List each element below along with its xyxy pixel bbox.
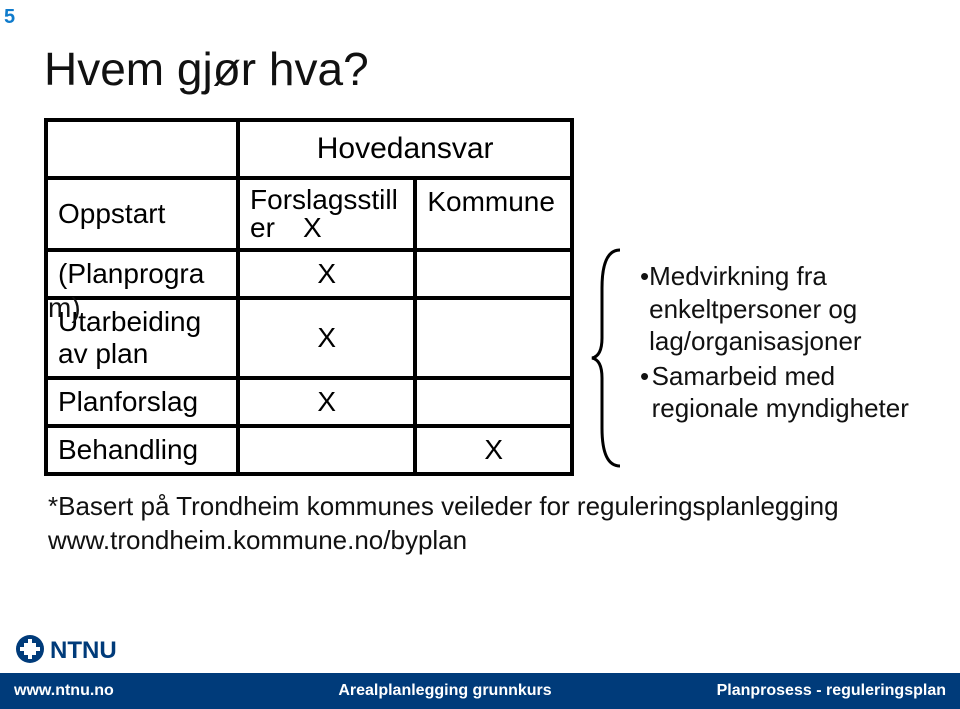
- footnote-line: *Basert på Trondheim kommunes veileder f…: [48, 490, 868, 524]
- footer-right: Planprosess - reguleringsplan: [700, 682, 960, 700]
- row-label: (Planprogra: [48, 252, 240, 296]
- bullet-text: Medvirkning fra enkeltpersoner og lag/or…: [649, 260, 940, 358]
- ntnu-logo: NTNU: [14, 631, 132, 667]
- footnote: *Basert på Trondheim kommunes veileder f…: [48, 490, 868, 558]
- footer-course: Arealplanlegging grunnkurs: [190, 682, 700, 700]
- cell-kommune-header: Kommune: [417, 180, 570, 248]
- bullet-item: • Medvirkning fra enkeltpersoner og lag/…: [640, 260, 940, 358]
- cell-forslag-header: Forslagsstill erX: [240, 180, 417, 248]
- footnote-line: www.trondheim.kommune.no/byplan: [48, 524, 868, 558]
- table-header-row: Hovedansvar: [48, 122, 570, 180]
- cell-value: X: [303, 214, 322, 242]
- table-header-span: Hovedansvar: [240, 122, 570, 176]
- table-row: Oppstart Forslagsstill erX Kommune: [48, 180, 570, 252]
- cell-value: X: [240, 252, 417, 296]
- overflow-text-m: m): [48, 292, 81, 324]
- cell-value: X: [240, 380, 417, 424]
- cell-value: X: [417, 428, 570, 472]
- row-label: Oppstart: [48, 180, 240, 248]
- table-row: (Planprogra X: [48, 252, 570, 300]
- cell-value: X: [240, 300, 417, 376]
- curly-brace-icon: [590, 248, 630, 468]
- table-row: Planforslag X: [48, 380, 570, 428]
- bullet-dot-icon: •: [640, 360, 652, 393]
- row-label: Planforslag: [48, 380, 240, 424]
- table-header-empty: [48, 122, 240, 176]
- cell-value: [417, 380, 570, 424]
- table-row: Utarbeiding av plan X: [48, 300, 570, 380]
- footer-url: www.ntnu.no: [0, 682, 190, 700]
- row-label: Behandling: [48, 428, 240, 472]
- logo-text: NTNU: [50, 637, 117, 664]
- slide-title: Hvem gjør hva?: [44, 42, 369, 96]
- forslag-header-block: Forslagsstill erX: [250, 186, 398, 242]
- bullet-dot-icon: •: [640, 260, 649, 293]
- bullet-item: • Samarbeid med regionale myndigheter: [640, 360, 940, 425]
- responsibility-table: Hovedansvar Oppstart Forslagsstill erX K…: [44, 118, 574, 476]
- cell-value: [240, 428, 417, 472]
- cell-value: [417, 300, 570, 376]
- cell-value: [417, 252, 570, 296]
- slide: 5 Hvem gjør hva? Hovedansvar Oppstart Fo…: [0, 0, 960, 709]
- table-row: Behandling X: [48, 428, 570, 472]
- page-number: 5: [4, 6, 15, 29]
- col-kommune-label: Kommune: [427, 186, 555, 218]
- bullet-text: Samarbeid med regionale myndigheter: [652, 360, 940, 425]
- footer-bar: www.ntnu.no Arealplanlegging grunnkurs P…: [0, 673, 960, 709]
- col-forslag-label: Forslagsstill er: [250, 184, 398, 243]
- bullet-list: • Medvirkning fra enkeltpersoner og lag/…: [640, 260, 940, 427]
